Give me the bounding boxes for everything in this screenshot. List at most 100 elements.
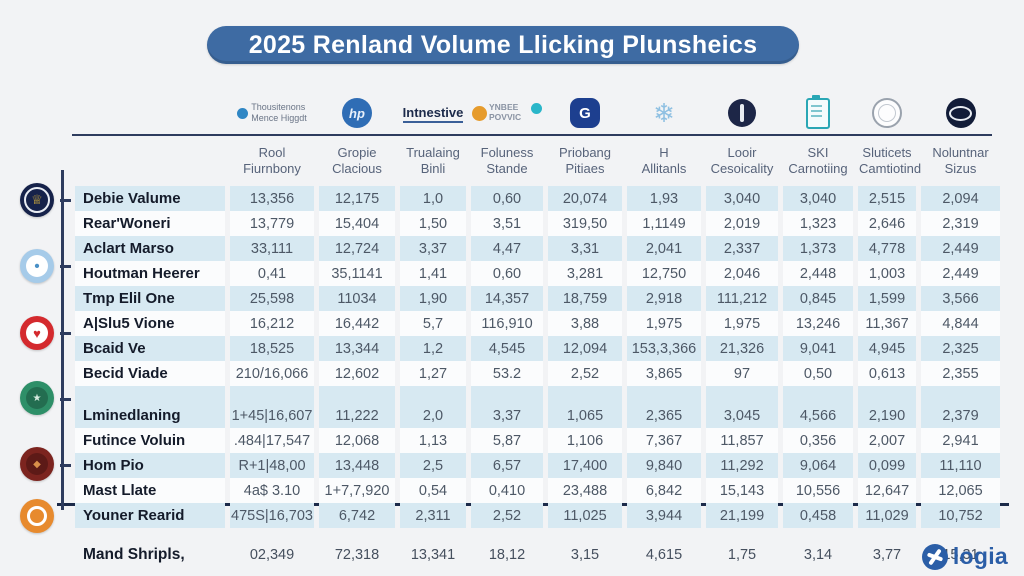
left-axis-line [61, 170, 64, 510]
footer-label: Mand Shripls, [83, 546, 185, 563]
cell-value: 1,106 [548, 428, 622, 453]
cell-value: 35,1141 [319, 261, 395, 286]
cell-value: 116,910 [471, 311, 543, 336]
navy-crest-badge-icon: ♕ [20, 183, 54, 217]
cell-value: 2,941 [921, 428, 1000, 453]
cell-value: 0,099 [858, 453, 916, 478]
cell-value: 4,945 [858, 336, 916, 361]
row-label: Bcaid Ve [75, 336, 225, 361]
cell-value: 21,199 [706, 503, 778, 528]
row-label: A|Slu5 Vione [75, 311, 225, 336]
cell-value: 1,975 [627, 311, 701, 336]
cell-value: .484|17,547 [230, 428, 314, 453]
cell-value: 2,379 [921, 403, 1000, 428]
ynbee-logo-icon: YNBEE POVVIC [472, 102, 542, 123]
cell-value: 1,003 [858, 261, 916, 286]
cell-value: 9,064 [783, 453, 853, 478]
cell-value: 3,51 [471, 211, 543, 236]
cell-value: 12,724 [319, 236, 395, 261]
spacer-cell [319, 528, 395, 539]
cell-value: 16,442 [319, 311, 395, 336]
logia-brand: logia [921, 543, 1008, 570]
axis-tick [60, 332, 71, 335]
navy-g-logo-icon: G [570, 98, 600, 128]
spacer-cell [75, 528, 225, 539]
footer-value: 13,341 [410, 547, 456, 563]
navy-medal-logo-icon [728, 99, 756, 127]
cell-value: 3,281 [548, 261, 622, 286]
spacer-cell [75, 386, 225, 403]
cell-value: 33,111 [230, 236, 314, 261]
spacer-row [75, 386, 1000, 403]
cell-value: 2,311 [400, 503, 466, 528]
cell-value: 1,323 [783, 211, 853, 236]
logia-logo-icon [921, 543, 948, 570]
maroon-diamond-badge-icon: ◆ [20, 447, 54, 481]
cell-value: 3,045 [706, 403, 778, 428]
cell-value: 0,41 [230, 261, 314, 286]
row-label: Youner Rearid [75, 503, 225, 528]
cell-value: 97 [706, 361, 778, 386]
gray-seal-logo-icon [872, 98, 902, 128]
cell-value: 1,065 [548, 403, 622, 428]
column-header: Rool Fiurnbony [243, 144, 301, 176]
footer-value: 15,31 [942, 547, 979, 563]
cell-value: 3,040 [706, 186, 778, 211]
orange-ring-badge-icon [20, 499, 54, 533]
cell-value: 0,356 [783, 428, 853, 453]
footer-value: 4,615 [645, 547, 683, 563]
cell-value: 319,50 [548, 211, 622, 236]
cell-value: 53.2 [471, 361, 543, 386]
header-divider-line [72, 134, 992, 136]
cell-value: 3,31 [548, 236, 622, 261]
row-label: Hom Pio [75, 453, 225, 478]
spacer-cell [230, 386, 314, 403]
cell-value: 13,448 [319, 453, 395, 478]
cell-value: 3,944 [627, 503, 701, 528]
cell-value: 1,93 [627, 186, 701, 211]
blue-dot-wordmark-icon: Thousitenons Mence Higgdt [231, 102, 313, 124]
blue-dot-icon [237, 107, 249, 119]
cell-value: 5,7 [400, 311, 466, 336]
spacer-cell [230, 528, 314, 539]
spacer-cell [706, 386, 778, 403]
cell-value: 2,52 [548, 361, 622, 386]
saturn-logo-icon [945, 98, 976, 128]
cell-value: 23,488 [548, 478, 622, 503]
cell-value: 12,175 [319, 186, 395, 211]
cell-value: 11,222 [319, 403, 395, 428]
cell-value: 3,37 [471, 403, 543, 428]
cell-value: 2,190 [858, 403, 916, 428]
axis-tick [60, 398, 71, 401]
cell-value: 2,0 [400, 403, 466, 428]
spacer-cell [783, 528, 853, 539]
column-header: Trualaing Binli [406, 144, 460, 176]
spacer-cell [548, 528, 622, 539]
row-label: Debie Valume [75, 186, 225, 211]
cell-value: 1,975 [706, 311, 778, 336]
cell-value: 1,1149 [627, 211, 701, 236]
lightblue-info-badge-icon: • [20, 249, 54, 283]
cell-value: 10,752 [921, 503, 1000, 528]
cell-value: 1+45|16,607 [230, 403, 314, 428]
column-header: Noluntnar Sizus [932, 144, 989, 176]
cell-value: 11,367 [858, 311, 916, 336]
cell-value: 2,337 [706, 236, 778, 261]
cell-value: 3,040 [783, 186, 853, 211]
cell-value: 0,60 [471, 261, 543, 286]
cell-value: 15,404 [319, 211, 395, 236]
teal-dot-icon [531, 103, 542, 115]
data-table: Thousitenons Mence Higgdt hp Intnestive … [70, 90, 1005, 571]
cell-value: 11,292 [706, 453, 778, 478]
cell-value: 2,515 [858, 186, 916, 211]
footer-value: 3,15 [570, 547, 600, 563]
cell-value: 0,54 [400, 478, 466, 503]
cell-value: 2,646 [858, 211, 916, 236]
spacer-cell [319, 386, 395, 403]
cell-value: 1+7,7,920 [319, 478, 395, 503]
spacer-cell [627, 386, 701, 403]
cell-value: 4a$ 3.10 [230, 478, 314, 503]
cell-value: 17,400 [548, 453, 622, 478]
cell-value: 11,025 [548, 503, 622, 528]
column-header: Foluness Stande [480, 144, 534, 176]
